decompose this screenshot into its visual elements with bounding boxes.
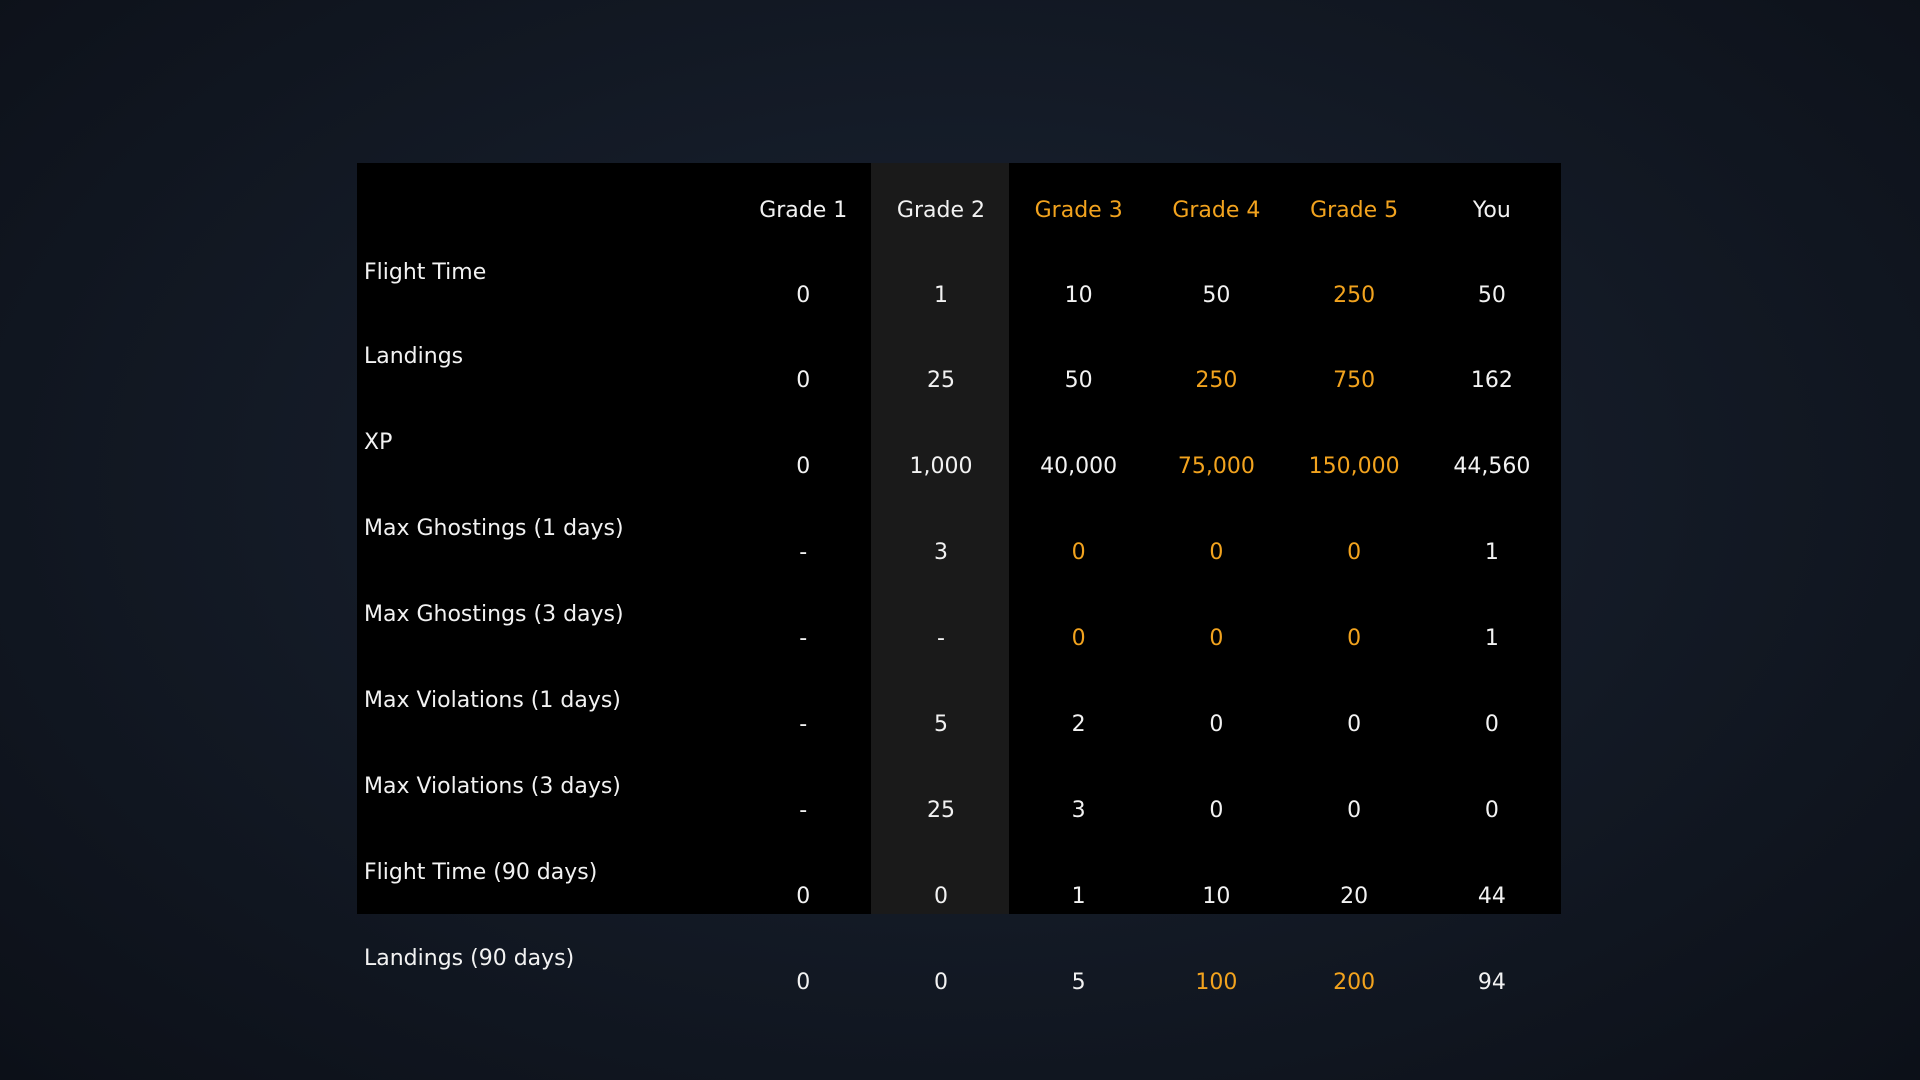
table-cell: 200	[1333, 969, 1376, 995]
table-cell: 5	[933, 711, 948, 737]
table-cell: 0	[1071, 625, 1086, 651]
table-cell: 1	[1071, 883, 1086, 909]
table-row: Max Violations (3 days) - 25 3 0 0 0	[357, 763, 1561, 849]
row-label: Max Ghostings (3 days)	[364, 602, 624, 627]
table-cell: 162	[1470, 367, 1513, 393]
table-cell: 0	[796, 367, 811, 393]
column-header-grade-3: Grade 3	[1034, 197, 1123, 223]
row-label: Flight Time (90 days)	[364, 860, 598, 885]
table-cell: -	[799, 797, 808, 823]
table-row: Landings 0 25 50 250 750 162	[357, 333, 1561, 419]
table-cell: 1,000	[909, 453, 973, 479]
table-cell: 25	[926, 367, 955, 393]
table-cell: 0	[796, 282, 811, 308]
table-cell: 0	[1347, 539, 1362, 565]
table-cell: -	[799, 539, 808, 565]
table-cell: 0	[796, 453, 811, 479]
table-cell: 75,000	[1177, 453, 1255, 479]
table-cell: 0	[1484, 797, 1499, 823]
table-cell: 0	[933, 969, 948, 995]
table-cell: 50	[1064, 367, 1093, 393]
table-cell: -	[799, 711, 808, 737]
table-cell: 10	[1202, 883, 1231, 909]
row-label: Max Violations (3 days)	[364, 774, 621, 799]
table-cell: 750	[1333, 367, 1376, 393]
row-label: Landings	[364, 344, 464, 369]
table-cell: 1	[933, 282, 948, 308]
row-label: Landings (90 days)	[364, 946, 575, 971]
table-row: Flight Time (90 days) 0 0 1 10 20 44	[357, 849, 1561, 935]
table-cell: 150,000	[1308, 453, 1400, 479]
table-cell: 0	[1209, 711, 1224, 737]
table-row: Landings (90 days) 0 0 5 100 200 94	[357, 935, 1561, 1021]
table-row: XP 0 1,000 40,000 75,000 150,000 44,560	[357, 419, 1561, 505]
table-header-row: Grade 1 Grade 2 Grade 3 Grade 4 Grade 5 You	[357, 163, 1561, 249]
table-body: Flight Time 0 1 10 50 250 50 Landings 0 25 50 250 75…	[357, 249, 1561, 1021]
table-row: Max Violations (1 days) - 5 2 0 0 0	[357, 677, 1561, 763]
table-cell: 1	[1484, 625, 1499, 651]
header-empty-cell	[357, 163, 735, 249]
table-row: Flight Time 0 1 10 50 250 50	[357, 249, 1561, 333]
column-header-grade-1: Grade 1	[759, 197, 848, 223]
table-cell: 0	[1209, 625, 1224, 651]
table-cell: 0	[1347, 797, 1362, 823]
row-label: Flight Time	[364, 260, 487, 285]
table-cell: 50	[1202, 282, 1231, 308]
current-grade-column-highlight	[871, 163, 1009, 914]
table-cell: 44,560	[1453, 453, 1531, 479]
table-cell: 2	[1071, 711, 1086, 737]
column-header-grade-4: Grade 4	[1172, 197, 1261, 223]
table-cell: 0	[1347, 711, 1362, 737]
table-cell: 50	[1477, 282, 1506, 308]
table-cell: 0	[1071, 539, 1086, 565]
table-cell: 0	[933, 883, 948, 909]
table-cell: 0	[1347, 625, 1362, 651]
table-row: Max Ghostings (1 days) - 3 0 0 0 1	[357, 505, 1561, 591]
table-cell: 3	[933, 539, 948, 565]
table-cell: 10	[1064, 282, 1093, 308]
table-cell: 94	[1477, 969, 1506, 995]
table-cell: 40,000	[1040, 453, 1118, 479]
column-header-grade-2: Grade 2	[896, 197, 985, 223]
table-cell: 0	[796, 883, 811, 909]
table-cell: 0	[1484, 711, 1499, 737]
table-cell: 0	[796, 969, 811, 995]
row-label: Max Violations (1 days)	[364, 688, 621, 713]
table-cell: 100	[1195, 969, 1238, 995]
table-row: Max Ghostings (3 days) - - 0 0 0 1	[357, 591, 1561, 677]
table-cell: 20	[1340, 883, 1369, 909]
column-header-you: You	[1472, 197, 1511, 223]
grade-requirements-panel: Grade 1 Grade 2 Grade 3 Grade 4 Grade 5 You F…	[357, 163, 1561, 995]
table-cell: 250	[1195, 367, 1238, 393]
row-label: XP	[364, 430, 393, 455]
table-cell: 250	[1333, 282, 1376, 308]
table-cell: -	[799, 625, 808, 651]
table-cell: 3	[1071, 797, 1086, 823]
table-cell: 0	[1209, 539, 1224, 565]
table-cell: 44	[1477, 883, 1506, 909]
row-label: Max Ghostings (1 days)	[364, 516, 624, 541]
table-cell: 1	[1484, 539, 1499, 565]
table-cell: 0	[1209, 797, 1224, 823]
table-cell: 25	[926, 797, 955, 823]
table-cell: -	[936, 625, 945, 651]
column-header-grade-5: Grade 5	[1310, 197, 1399, 223]
table-cell: 5	[1071, 969, 1086, 995]
grade-requirements-table: Grade 1 Grade 2 Grade 3 Grade 4 Grade 5 You F…	[357, 163, 1561, 1021]
